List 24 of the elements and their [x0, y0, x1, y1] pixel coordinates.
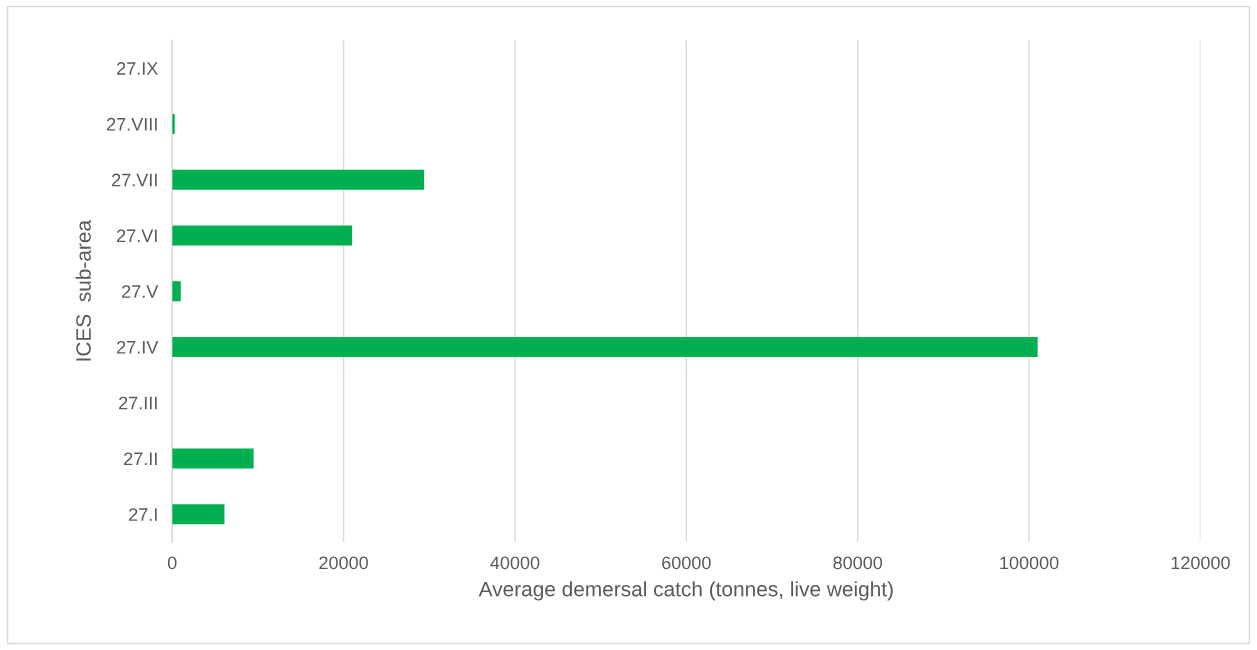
y-tick-label: 27.II	[124, 452, 157, 466]
bar	[172, 225, 353, 246]
x-tick-label: 100000	[1000, 556, 1059, 570]
bar	[172, 336, 1038, 357]
y-tick-label: 27.V	[122, 285, 159, 298]
x-tick-label: 0	[167, 556, 177, 570]
y-tick-label: 27.VI	[117, 229, 157, 242]
x-tick-label: 120000	[1171, 556, 1230, 570]
y-tick-label: 27.VII	[112, 173, 157, 187]
bar	[172, 169, 425, 190]
bar	[172, 504, 225, 525]
y-axis-title: ICES sub-area	[75, 219, 91, 361]
bar	[172, 281, 181, 302]
y-tick-label: 27.III	[119, 396, 157, 410]
x-tick-label: 80000	[833, 556, 883, 570]
y-tick-label: 27.VIII	[107, 117, 157, 131]
x-tick-label: 20000	[319, 556, 368, 570]
bar	[172, 448, 254, 469]
y-tick-label: 27.IV	[117, 340, 159, 354]
y-tick-label: 27.I	[129, 508, 157, 521]
x-tick-label: 60000	[662, 556, 711, 570]
y-tick-label: 27.IX	[117, 62, 158, 75]
x-tick-label: 40000	[490, 556, 540, 570]
x-axis-title: Average demersal catch (tonnes, live weight)	[478, 581, 893, 601]
